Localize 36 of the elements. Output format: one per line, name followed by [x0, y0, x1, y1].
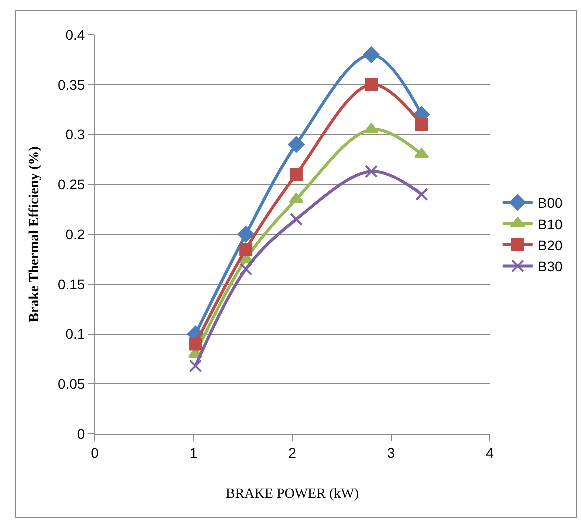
x-tick-label: 4 [486, 444, 494, 461]
point [290, 168, 303, 182]
point [364, 123, 379, 134]
point [240, 262, 253, 276]
x-tick-label: 0 [91, 444, 100, 461]
y-tick-label: 0 [77, 426, 86, 442]
x-tick-label: 1 [190, 444, 198, 461]
legend-label: B20 [538, 237, 564, 254]
legend-label: B10 [538, 216, 564, 232]
y-tick-label: 0.3 [66, 126, 86, 143]
y-tick-label: 0.25 [58, 176, 86, 193]
point [415, 118, 428, 132]
point [290, 213, 303, 226]
y-tick-label: 0.1 [66, 326, 86, 342]
point [189, 338, 202, 351]
point [238, 226, 254, 243]
point [240, 242, 253, 256]
x-axis-title: BRAKE POWER (kW) [226, 487, 360, 502]
y-tick-label: 0.4 [66, 26, 86, 43]
point [365, 78, 378, 92]
point [288, 136, 305, 153]
x-tick-label: 2 [288, 444, 297, 461]
y-tick-label: 0.05 [58, 376, 86, 392]
x-tick-label: 3 [387, 444, 396, 461]
point [414, 148, 430, 158]
point [415, 188, 428, 202]
y-tick-label: 0.35 [58, 76, 86, 93]
point [189, 360, 202, 373]
y-tick-label: 0.2 [66, 226, 86, 242]
y-axis-title: Brake Thermal Efficieny (%) [28, 146, 43, 322]
point [365, 165, 378, 178]
y-tick-label: 0.15 [58, 276, 86, 292]
legend-label: B30 [538, 258, 564, 275]
point [363, 46, 380, 64]
point [289, 193, 304, 204]
legend-label: B00 [538, 195, 564, 212]
